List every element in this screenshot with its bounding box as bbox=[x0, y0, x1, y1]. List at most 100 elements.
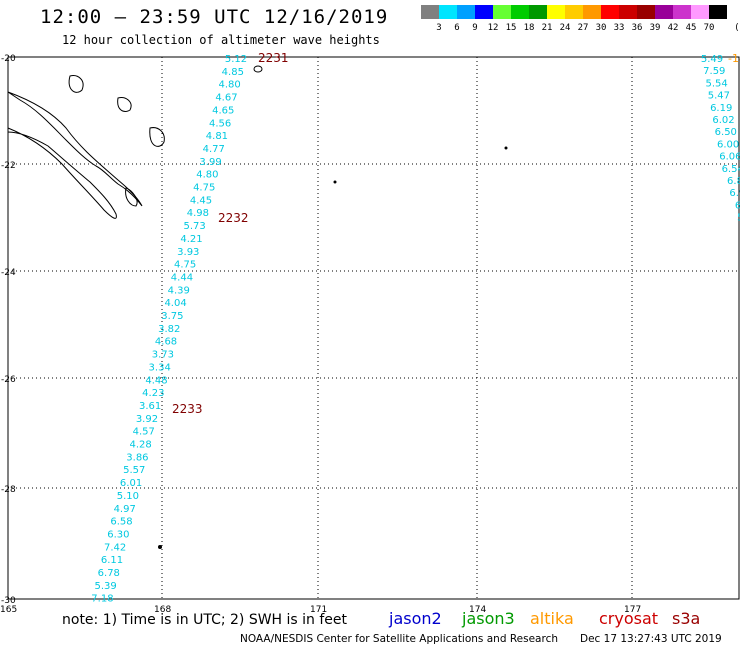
legend-swatch bbox=[673, 5, 691, 19]
wave-height-label: 4.04 bbox=[164, 298, 186, 309]
wave-height-label: 4.48 bbox=[145, 375, 167, 386]
legend-label: 18 bbox=[523, 23, 535, 33]
lat-tick-label: -30 bbox=[1, 596, 16, 606]
wave-height-label: 6.06 bbox=[719, 152, 740, 163]
lat-tick-label: -28 bbox=[1, 485, 16, 495]
wave-height-label: 5.12 bbox=[225, 54, 247, 65]
wave-height-label: 4.45 bbox=[190, 195, 212, 206]
legend-label: 6 bbox=[454, 23, 460, 33]
map-subtitle: 12 hour collection of altimeter wave hei… bbox=[62, 33, 380, 47]
island bbox=[253, 65, 263, 73]
wave-height-label: 4.80 bbox=[219, 80, 241, 91]
wave-height-label: 6.02 bbox=[712, 115, 734, 126]
wave-height-label: 3.61 bbox=[139, 401, 161, 412]
map-frame bbox=[7, 56, 740, 600]
wave-height-label: 4.97 bbox=[114, 504, 136, 515]
lon-tick-label: 174 bbox=[469, 605, 486, 615]
legend-swatch bbox=[565, 5, 583, 19]
wave-height-label: 6.30 bbox=[107, 529, 129, 540]
island bbox=[149, 127, 165, 147]
legend-swatch bbox=[421, 5, 439, 19]
wave-height-label: 6. bbox=[735, 200, 740, 211]
wave-height-label: 6.19 bbox=[710, 103, 732, 114]
satellite-altika: altika bbox=[530, 609, 574, 628]
wave-height-label: 4.77 bbox=[203, 144, 225, 155]
wave-height-label: 3.93 bbox=[177, 247, 199, 258]
wave-height-label: 4.85 bbox=[222, 67, 244, 78]
legend-swatch bbox=[457, 5, 475, 19]
footer-note: note: 1) Time is in UTC; 2) SWH is in fe… bbox=[62, 612, 348, 628]
legend-label: 70 bbox=[703, 23, 715, 33]
satellite-cryosat: cryosat bbox=[599, 609, 659, 628]
wave-height-label: 4.57 bbox=[133, 427, 155, 438]
legend-label: 21 bbox=[541, 23, 553, 33]
island bbox=[158, 545, 162, 549]
legend-swatch bbox=[709, 5, 727, 19]
legend-swatch bbox=[475, 5, 493, 19]
satellite-s3a: s3a bbox=[672, 609, 701, 628]
legend-swatch bbox=[601, 5, 619, 19]
lat-tick-label: -24 bbox=[1, 268, 16, 278]
legend-label: 42 bbox=[667, 23, 679, 33]
wave-height-label: 4.65 bbox=[212, 105, 234, 116]
legend-label: 30 bbox=[595, 23, 607, 33]
lat-tick-label: -22 bbox=[1, 161, 16, 171]
legend-label: 15 bbox=[505, 23, 517, 33]
wave-height-label: 3.73 bbox=[152, 350, 174, 361]
coastline bbox=[7, 127, 117, 219]
pass-time-label: 2232 bbox=[218, 211, 249, 225]
legend-label: 3 bbox=[436, 23, 442, 33]
legend-swatch bbox=[547, 5, 565, 19]
wave-height-label: 4.21 bbox=[180, 234, 202, 245]
wave-height-label: 6.11 bbox=[101, 555, 123, 566]
island bbox=[333, 180, 337, 184]
wave-height-label: 6.00 bbox=[717, 139, 739, 150]
legend-label: 36 bbox=[631, 23, 643, 33]
wave-height-label: 3.34 bbox=[149, 362, 171, 373]
wave-height-label: 6.01 bbox=[120, 478, 142, 489]
island bbox=[68, 75, 84, 93]
wave-height-label: 5. bbox=[737, 213, 740, 224]
wave-height-label: 5.47 bbox=[708, 91, 730, 102]
pass-time-label: 2231 bbox=[258, 51, 289, 65]
legend-swatch bbox=[511, 5, 529, 19]
island bbox=[504, 146, 508, 150]
lon-tick-label: 168 bbox=[154, 605, 171, 615]
wave-height-label: 6.78 bbox=[98, 568, 120, 579]
wave-height-label: 6.8 bbox=[727, 176, 740, 187]
legend-label: 27 bbox=[577, 23, 589, 33]
wave-height-label: 7.18 bbox=[91, 594, 113, 605]
legend-label: 39 bbox=[649, 23, 661, 33]
wave-height-label: 4.68 bbox=[155, 337, 177, 348]
legend-swatch bbox=[529, 5, 547, 19]
wave-height-label: 3.92 bbox=[136, 414, 158, 425]
wave-height-label: 3.82 bbox=[158, 324, 180, 335]
wave-height-label: 7.59 bbox=[703, 66, 725, 77]
legend-label: 9 bbox=[472, 23, 478, 33]
legend-label: 45 bbox=[685, 23, 697, 33]
pass-time-label: 2233 bbox=[172, 402, 203, 416]
legend-swatch bbox=[439, 5, 457, 19]
wave-height-label: 4.81 bbox=[206, 131, 228, 142]
wave-height-label: 5.49 bbox=[701, 54, 723, 65]
legend-label: 24 bbox=[559, 23, 571, 33]
legend-swatch bbox=[637, 5, 655, 19]
wave-height-label: 5.10 bbox=[117, 491, 139, 502]
wave-height-label: 4.98 bbox=[187, 208, 209, 219]
map-title: 12:00 — 23:59 UTC 12/16/2019 bbox=[40, 6, 389, 28]
legend-swatch bbox=[691, 5, 709, 19]
legend-swatch bbox=[583, 5, 601, 19]
island bbox=[117, 97, 132, 112]
wave-height-label: 5.57 bbox=[123, 465, 145, 476]
wave-height-label: 6.54 bbox=[722, 164, 740, 175]
legend-swatch bbox=[493, 5, 511, 19]
wave-height-label: 4.80 bbox=[196, 170, 218, 181]
wave-height-label: 6.58 bbox=[110, 517, 132, 528]
coastline bbox=[7, 91, 143, 207]
wave-height-label: 4.56 bbox=[209, 118, 231, 129]
lat-tick-label: -20 bbox=[1, 54, 16, 64]
wave-height-label: 7.42 bbox=[104, 542, 126, 553]
satellite-jason2: jason2 bbox=[389, 609, 442, 628]
edge-label: -18 bbox=[728, 52, 740, 65]
wave-height-label: 4.23 bbox=[142, 388, 164, 399]
